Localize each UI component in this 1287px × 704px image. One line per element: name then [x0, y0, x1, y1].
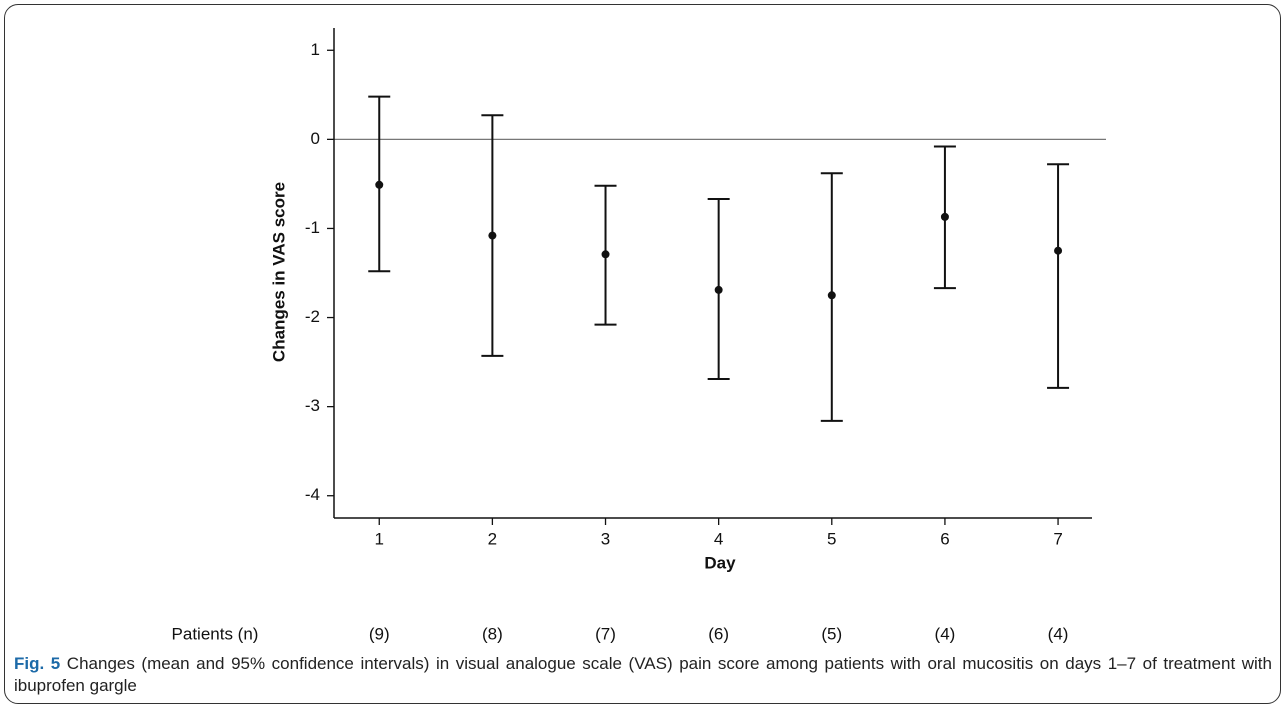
mean-point	[375, 180, 384, 189]
y-tick-label: 1	[311, 40, 320, 59]
caption-text: Changes (mean and 95% confidence interva…	[14, 654, 1272, 695]
y-tick-label: -2	[305, 307, 320, 326]
patients-count: (4)	[935, 624, 956, 643]
caption-label: Fig. 5	[14, 654, 61, 673]
caption: Fig. 5 Changes (mean and 95% confidence …	[14, 653, 1272, 697]
mean-point	[488, 231, 497, 240]
mean-point	[827, 291, 836, 300]
patients-label: Patients (n)	[172, 624, 259, 643]
mean-point	[714, 285, 723, 294]
y-tick-label: 0	[311, 129, 320, 148]
patients-count: (8)	[482, 624, 503, 643]
x-axis-title: Day	[704, 553, 736, 572]
mean-point	[1054, 246, 1063, 255]
mean-point	[940, 212, 949, 221]
x-tick-label: 2	[488, 529, 497, 548]
x-tick-label: 6	[940, 529, 949, 548]
y-tick-label: -1	[305, 218, 320, 237]
patients-count: (5)	[821, 624, 842, 643]
chart: Changes in VAS score Day Patients (n) 1 0…	[172, 28, 1106, 643]
patients-count: (6)	[708, 624, 729, 643]
patients-count: (9)	[369, 624, 390, 643]
y-tick-label: -3	[305, 396, 320, 415]
patients-count: (4)	[1048, 624, 1069, 643]
x-tick-label: 1	[375, 529, 384, 548]
y-axis-title: Changes in VAS score	[269, 182, 288, 362]
mean-point	[601, 250, 610, 259]
x-tick-label: 7	[1053, 529, 1062, 548]
x-tick-label: 4	[714, 529, 723, 548]
x-tick-label: 3	[601, 529, 610, 548]
patients-count: (7)	[595, 624, 616, 643]
x-tick-label: 5	[827, 529, 836, 548]
y-tick-label: -4	[305, 485, 320, 504]
